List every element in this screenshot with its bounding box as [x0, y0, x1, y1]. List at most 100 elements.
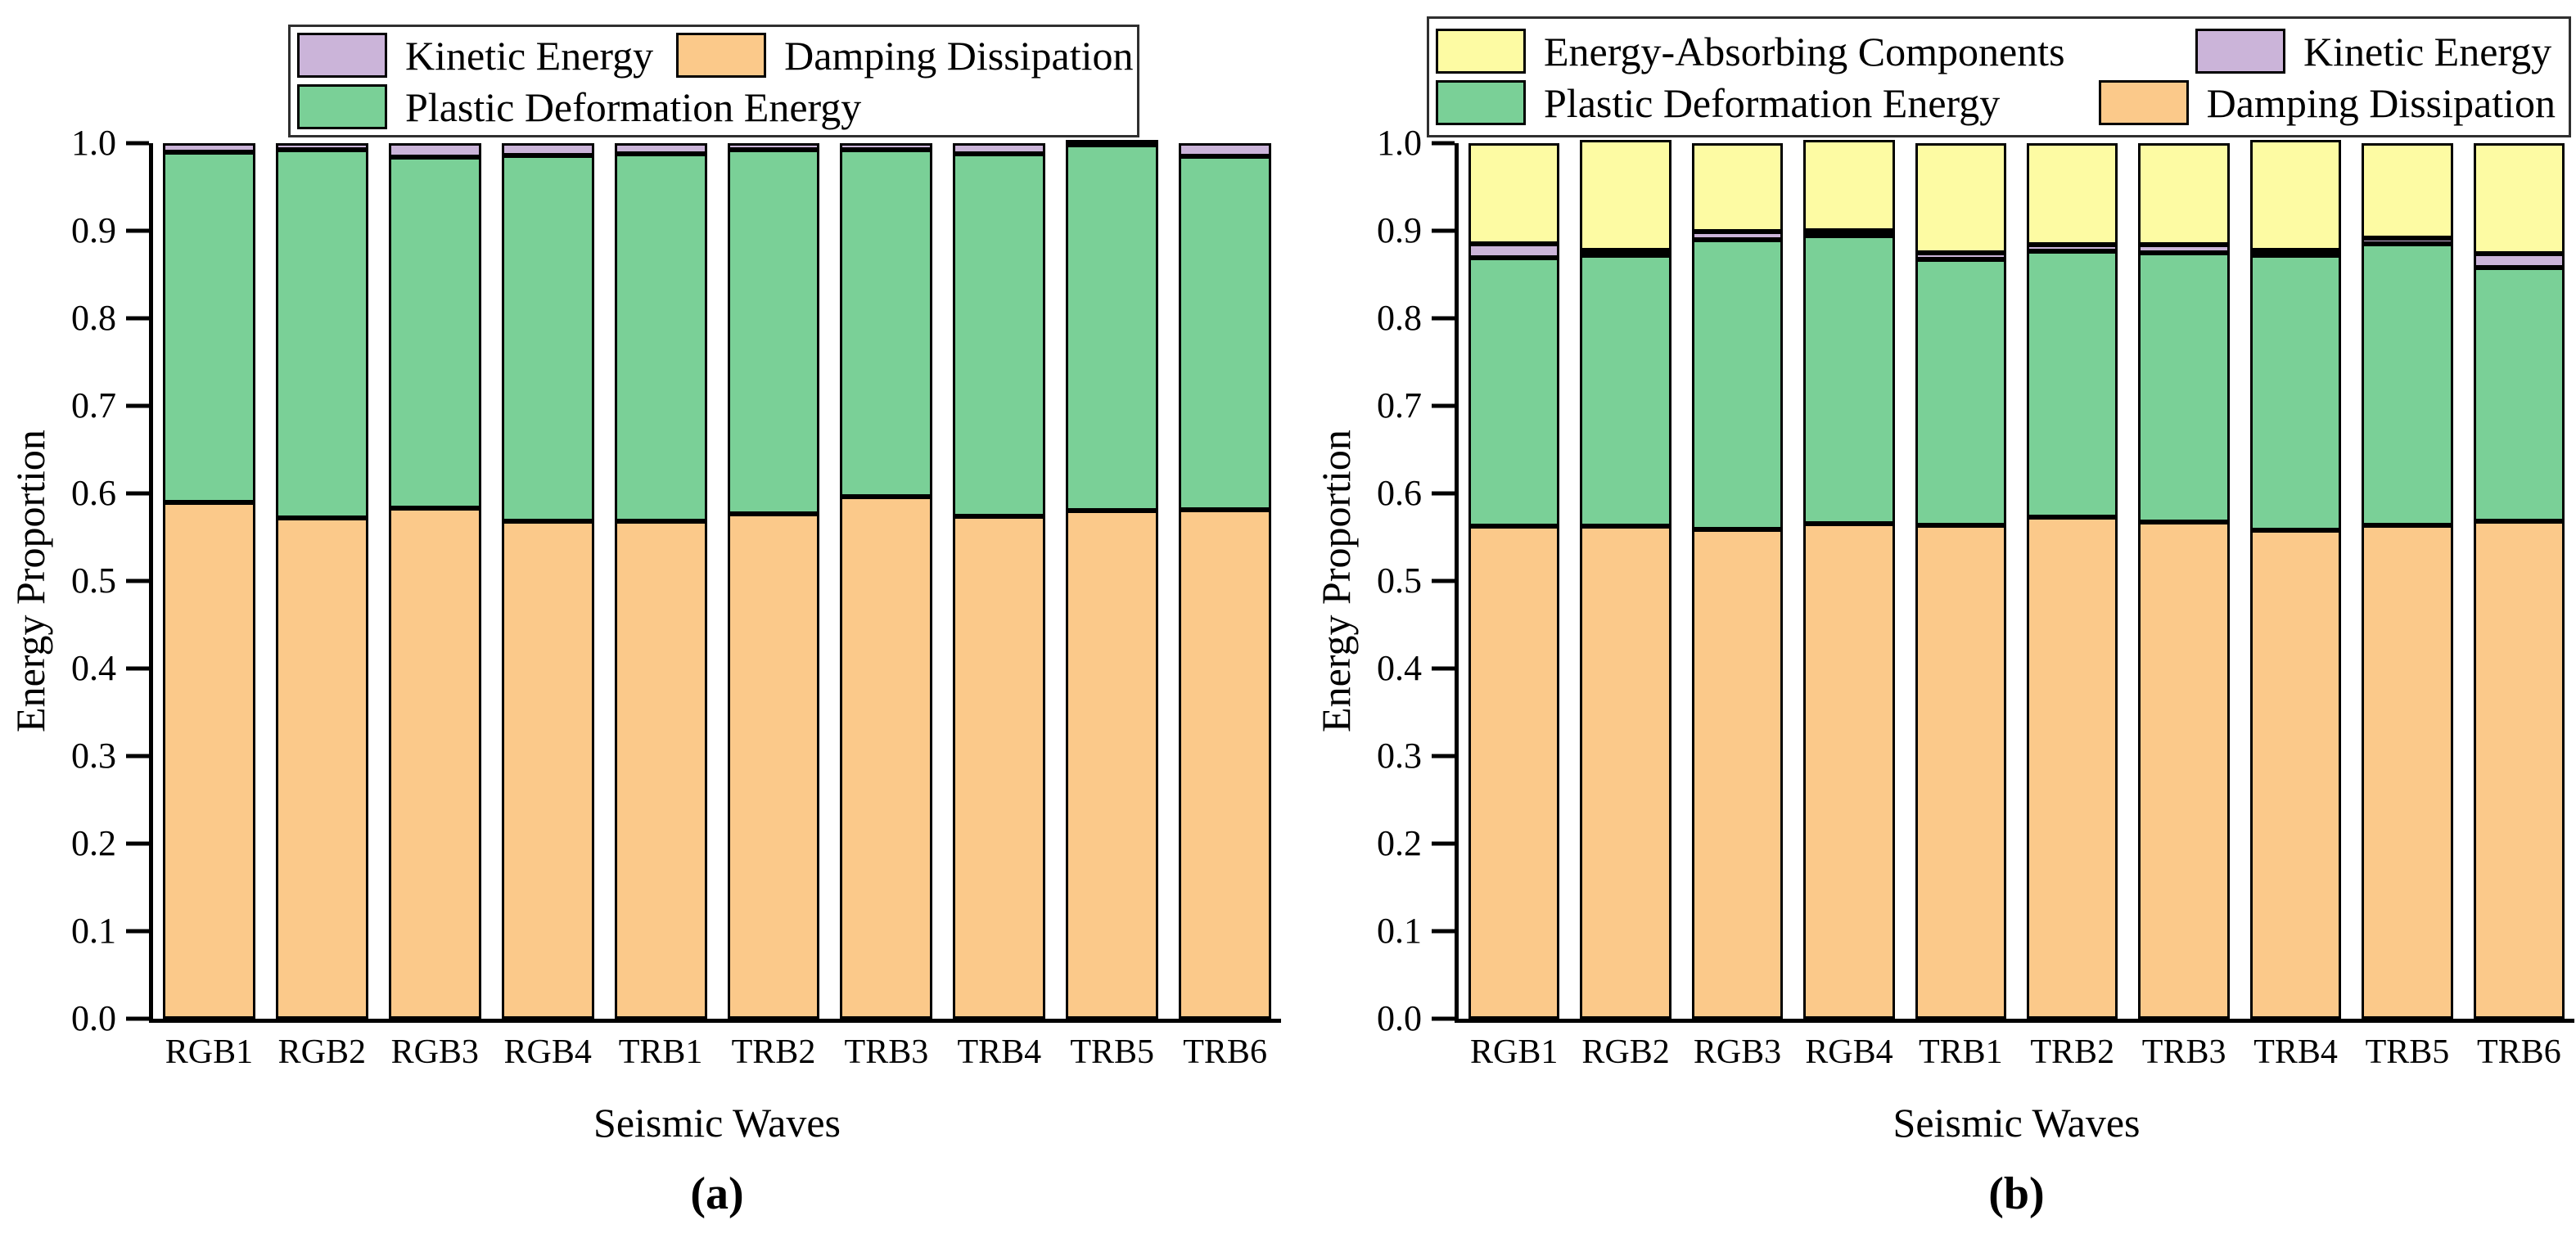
bar-segment-damping-dissipation — [1066, 511, 1159, 1019]
bar-rgb1 — [1468, 143, 1560, 1019]
bar-segment-kinetic-energy — [1066, 140, 1159, 146]
plot-area: 1.0 0.9 0.8 0.7 0.6 0.5 0.4 0.3 0.2 0.1 0.0 Energy … — [7, 125, 1281, 1219]
bar-segment-plastic-deformation-energy — [2138, 252, 2230, 523]
x-axis-tick-label-rgb3: RGB3 — [1693, 1033, 1782, 1071]
legend-row-2: Plastic Deformation Energy Damping Dissip… — [1436, 79, 2556, 127]
bar-rgb2 — [275, 143, 368, 1019]
panel-a: 1.0 0.9 0.8 0.7 0.6 0.5 0.4 0.3 0.2 0.1 0.0 Energy … — [7, 25, 1281, 1219]
x-axis-tick-label-trb6: TRB6 — [2477, 1033, 2561, 1071]
y-axis-tick-label: 0.2 — [1377, 823, 1422, 863]
bar-rgb4 — [1803, 140, 1895, 1019]
legend-swatch-kinetic-energy — [297, 33, 387, 78]
bar-segment-kinetic-energy — [2473, 253, 2565, 268]
bar-segment-damping-dissipation — [501, 521, 594, 1019]
bar-segment-energy-absorbing-components — [2249, 140, 2342, 250]
bar-segment-energy-absorbing-components — [2027, 143, 2118, 245]
bar-segment-damping-dissipation — [1915, 524, 2007, 1019]
y-axis-title: Energy Proportion — [1313, 430, 1359, 732]
y-axis-tick-label: 0.7 — [1377, 385, 1422, 425]
legend: Energy-Absorbing Components Kinetic Energ… — [1427, 16, 2571, 137]
legend-label-kinetic-energy: Kinetic Energy — [405, 32, 654, 79]
legend: Kinetic Energy Damping Dissipation Plastic… — [288, 25, 1139, 137]
x-axis-tick-label-trb5: TRB5 — [1070, 1033, 1155, 1071]
legend-swatch-energy-absorbing-components — [1436, 29, 1526, 74]
bars-container — [1459, 140, 2574, 1019]
legend-label-plastic-deformation-energy: Plastic Deformation Energy — [1544, 79, 2001, 126]
bar-segment-damping-dissipation — [2027, 516, 2118, 1019]
legend-swatch-damping-dissipation — [2098, 80, 2189, 125]
x-axis-tick-labels: RGB1 RGB2 RGB3 RGB4 TRB1 TRB2 TRB3 TRB4 TRB5 TRB6 — [1459, 1033, 2574, 1071]
bar-segment-damping-dissipation — [388, 508, 481, 1019]
legend-swatch-damping-dissipation — [676, 33, 767, 78]
bar-segment-kinetic-energy — [727, 143, 820, 150]
y-axis-tick-label: 0.5 — [71, 560, 116, 601]
bar-segment-energy-absorbing-components — [1691, 143, 1784, 232]
bar-segment-kinetic-energy — [1179, 143, 1272, 157]
bar-segment-damping-dissipation — [1691, 529, 1784, 1019]
bar-segment-plastic-deformation-energy — [388, 157, 481, 509]
bar-segment-plastic-deformation-energy — [275, 149, 368, 518]
legend-item-energy-absorbing-components: Energy-Absorbing Components — [1436, 28, 2172, 75]
y-axis-tick — [126, 841, 149, 846]
bar-segment-plastic-deformation-energy — [2473, 267, 2565, 522]
legend-item-damping-dissipation: Damping Dissipation — [676, 32, 1134, 79]
bar-segment-damping-dissipation — [2138, 522, 2230, 1019]
y-axis-tick — [1432, 1016, 1455, 1021]
x-axis-tick-label-trb4: TRB4 — [2253, 1033, 2338, 1071]
y-axis-tick-label: 0.6 — [1377, 473, 1422, 513]
legend-swatch-plastic-deformation-energy — [1436, 80, 1526, 125]
y-axis-tick-label: 0.4 — [71, 648, 116, 688]
bar-segment-damping-dissipation — [1580, 525, 1671, 1019]
y-axis-tick-label: 0.8 — [71, 298, 116, 338]
y-axis-tick — [126, 316, 149, 321]
panel-letter: (b) — [1988, 1168, 2045, 1219]
y-axis-tick — [126, 666, 149, 671]
bar-rgb2 — [1580, 140, 1671, 1019]
x-axis-tick-label-trb2: TRB2 — [731, 1033, 816, 1071]
x-axis-tick-label-rgb4: RGB4 — [1805, 1033, 1893, 1071]
bar-segment-kinetic-energy — [1915, 252, 2007, 260]
y-axis-tick-label: 0.4 — [1377, 648, 1422, 688]
bar-trb3 — [2138, 143, 2230, 1019]
x-axis-tick-label-trb6: TRB6 — [1183, 1033, 1267, 1071]
bar-segment-plastic-deformation-energy — [501, 155, 594, 522]
legend-label-damping-dissipation: Damping Dissipation — [784, 32, 1134, 79]
x-axis-tick-label-trb3: TRB3 — [2141, 1033, 2226, 1071]
y-axis-tick-label: 0.1 — [71, 911, 116, 951]
bar-segment-energy-absorbing-components — [2473, 143, 2565, 254]
bar-segment-plastic-deformation-energy — [840, 149, 933, 497]
bar-segment-plastic-deformation-energy — [2249, 254, 2342, 530]
bar-trb6 — [2473, 143, 2565, 1019]
bar-segment-damping-dissipation — [275, 517, 368, 1019]
y-axis-tick — [126, 578, 149, 583]
y-axis-tick — [1432, 666, 1455, 671]
x-axis-tick-label-rgb2: RGB2 — [277, 1033, 367, 1071]
legend-label-plastic-deformation-energy: Plastic Deformation Energy — [405, 83, 862, 130]
bar-segment-plastic-deformation-energy — [2027, 250, 2118, 517]
x-axis-title: Seismic Waves — [593, 1100, 841, 1146]
y-axis-title: Energy Proportion — [7, 430, 53, 732]
y-axis-tick — [1432, 578, 1455, 583]
y-axis-tick — [1432, 141, 1455, 146]
bar-trb6 — [1179, 143, 1272, 1019]
x-axis-tick-label-trb3: TRB3 — [844, 1033, 929, 1071]
bar-trb3 — [840, 143, 933, 1019]
bar-segment-damping-dissipation — [2249, 529, 2342, 1019]
bar-segment-plastic-deformation-energy — [1691, 239, 1784, 529]
x-axis-tick-label-rgb3: RGB3 — [390, 1033, 479, 1071]
panel-letter: (a) — [690, 1168, 744, 1219]
bar-trb2 — [2027, 143, 2118, 1019]
bar-segment-damping-dissipation — [953, 515, 1046, 1019]
bar-segment-plastic-deformation-energy — [1803, 236, 1895, 524]
bar-segment-kinetic-energy — [614, 143, 707, 154]
bar-segment-damping-dissipation — [727, 513, 820, 1019]
legend-item-damping-dissipation: Damping Dissipation — [2098, 79, 2556, 127]
bar-segment-energy-absorbing-components — [1803, 140, 1895, 232]
bar-segment-energy-absorbing-components — [2362, 143, 2453, 238]
bar-segment-plastic-deformation-energy — [163, 151, 255, 502]
legend-item-kinetic-energy: Kinetic Energy — [2195, 28, 2551, 75]
y-axis-tick — [1432, 754, 1455, 759]
legend-row-1: Kinetic Energy Damping Dissipation — [297, 32, 1134, 79]
x-axis-tick-label-rgb1: RGB1 — [1470, 1033, 1559, 1071]
